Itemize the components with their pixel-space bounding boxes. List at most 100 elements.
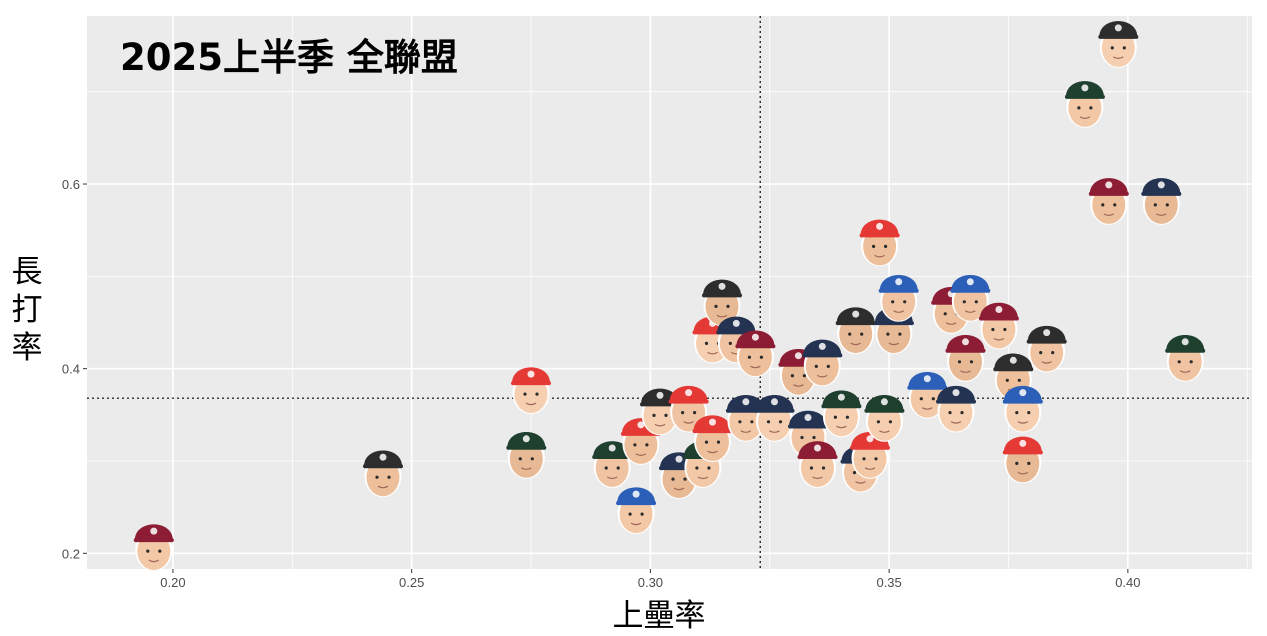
eye	[991, 327, 995, 332]
player-head-marker	[978, 302, 1019, 350]
eye	[809, 466, 814, 470]
player-head-marker	[363, 450, 403, 498]
cap-logo	[966, 278, 974, 286]
eye	[158, 549, 162, 553]
eye	[1122, 46, 1126, 50]
player-head-marker	[1098, 21, 1139, 68]
cap-logo	[794, 352, 802, 360]
eye	[1003, 327, 1007, 332]
eye	[1113, 203, 1117, 207]
x-tick-label: 0.40	[1115, 575, 1140, 590]
cap-brim	[950, 288, 991, 293]
mouth	[950, 421, 962, 424]
eye	[1015, 461, 1019, 465]
player-head-marker	[506, 432, 547, 479]
cap-logo	[923, 375, 931, 383]
eye	[759, 355, 763, 359]
mouth	[964, 310, 976, 313]
eye	[1015, 411, 1019, 415]
eye	[695, 466, 699, 470]
x-tick-label: 0.35	[876, 575, 901, 590]
eye	[146, 549, 150, 553]
player-head-marker	[945, 335, 986, 382]
mouth	[921, 407, 933, 410]
mouth	[716, 314, 728, 318]
eye	[891, 300, 895, 304]
mouth	[1179, 370, 1191, 373]
cap-brim	[878, 288, 919, 293]
eye	[671, 477, 675, 481]
cap-logo	[818, 342, 826, 350]
player-head-marker	[702, 279, 742, 327]
mouth	[1155, 213, 1167, 216]
player-head-marker	[936, 385, 976, 433]
eye	[931, 397, 935, 401]
eye	[852, 471, 857, 475]
eye	[848, 332, 852, 336]
eye	[728, 341, 732, 345]
mouth	[697, 476, 709, 480]
eye	[1089, 106, 1093, 110]
eye	[707, 466, 711, 470]
cap-logo	[718, 282, 726, 290]
cap-brim	[692, 429, 733, 434]
player-head-marker	[821, 390, 862, 438]
cap-logo	[527, 370, 535, 378]
mouth	[960, 370, 971, 373]
cap-logo	[656, 391, 664, 399]
eye	[1101, 203, 1105, 207]
eye	[714, 304, 718, 308]
player-head-marker	[1026, 325, 1067, 373]
cap-logo	[751, 333, 759, 341]
mouth	[874, 254, 885, 258]
cap-logo	[1043, 329, 1051, 337]
cap-logo	[742, 398, 750, 406]
eye	[898, 332, 902, 336]
player-head-marker	[907, 371, 948, 419]
mouth	[945, 322, 957, 325]
cap-logo	[637, 421, 645, 429]
mouth	[812, 476, 823, 480]
mouth	[1017, 421, 1029, 424]
cap-logo	[962, 338, 969, 346]
eye	[833, 415, 837, 419]
player-head-marker	[1165, 335, 1206, 382]
player-head-marker	[1088, 178, 1129, 225]
cap-brim	[592, 455, 633, 459]
eye	[790, 374, 794, 378]
cap-brim	[907, 385, 948, 390]
grid-major	[87, 16, 1252, 569]
eye	[860, 332, 864, 336]
player-head-marker	[1141, 178, 1182, 225]
cap-logo	[771, 398, 778, 406]
eye	[664, 413, 668, 417]
eye	[652, 413, 656, 417]
mouth	[993, 337, 1005, 341]
cap-brim	[850, 445, 890, 450]
eye	[1189, 360, 1193, 364]
cap-logo	[895, 278, 903, 286]
mouth	[1017, 471, 1029, 475]
eye	[1165, 203, 1169, 207]
cap-brim	[936, 399, 976, 404]
cap-logo	[1105, 181, 1113, 189]
player-head-marker	[878, 275, 919, 322]
x-tick-label: 0.20	[160, 575, 185, 590]
mouth	[654, 423, 666, 427]
cap-brim	[835, 321, 876, 326]
cap-brim	[978, 316, 1019, 321]
eye	[616, 466, 620, 470]
cap-brim	[864, 408, 905, 413]
player-head-marker	[835, 307, 876, 355]
cap-logo	[1157, 181, 1165, 189]
cap-brim	[945, 348, 986, 353]
y-tick-label: 0.2	[62, 546, 80, 561]
eye	[645, 443, 649, 447]
player-head-marker	[725, 395, 766, 442]
player-head-marker	[1002, 436, 1043, 484]
cap-brim	[1088, 191, 1129, 196]
cap-logo	[866, 435, 874, 443]
player-head-marker	[950, 275, 991, 322]
eye	[974, 300, 978, 304]
